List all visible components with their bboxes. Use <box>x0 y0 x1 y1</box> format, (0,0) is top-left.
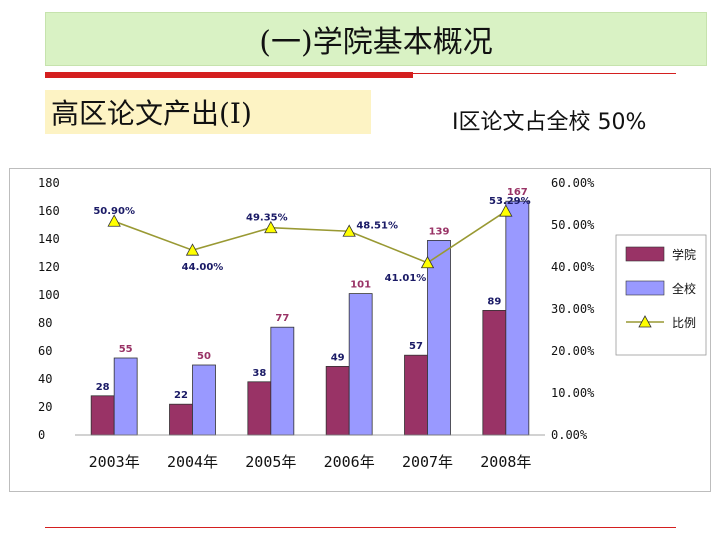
ratio-label: 48.51% <box>356 220 398 231</box>
bar-college-label: 22 <box>174 390 188 401</box>
y-tick-label: 0 <box>38 428 45 442</box>
ratio-label: 44.00% <box>182 262 224 273</box>
slide-title-banner: (一)学院基本概况 <box>45 12 707 66</box>
bar-college-label: 89 <box>487 296 501 307</box>
ratio-marker <box>185 243 200 256</box>
y-tick-label: 160 <box>38 204 60 218</box>
y-tick-label: 100 <box>38 288 60 302</box>
combo-chart: 0 20 40 60 80 100 120 140 160 180 0.00% 10.00% 20.00… <box>38 176 707 471</box>
legend-label: 学院 <box>672 247 696 262</box>
y-tick-label: 180 <box>38 176 60 190</box>
bar-college <box>404 354 428 436</box>
legend-marker <box>638 315 652 328</box>
y-tick-label: 60 <box>38 344 52 358</box>
y2-tick-label: 10.00% <box>551 386 595 400</box>
ratio-marker <box>499 204 513 217</box>
bottom-rule <box>45 527 676 528</box>
bar-school <box>192 364 216 436</box>
ratio-marker <box>107 214 121 227</box>
share-note: I区论文占全校 50% <box>452 110 647 135</box>
legend-swatch <box>625 246 665 262</box>
x-category-label: 2008年 <box>480 453 531 471</box>
ratio-label: 49.35% <box>246 213 288 224</box>
title-red-rule <box>45 72 413 78</box>
bar-school-label: 167 <box>507 187 528 198</box>
chart-frame: 0 20 40 60 80 100 120 140 160 180 0.00% 10.00% 20.00… <box>9 168 711 492</box>
ratio-label: 53.29% <box>489 196 531 207</box>
bar-college <box>90 395 115 436</box>
bar-college-label: 38 <box>252 368 266 379</box>
subtitle-banner: 高区论文产出(I) <box>45 90 371 134</box>
x-category-label: 2003年 <box>89 453 140 471</box>
y-tick-label: 20 <box>38 400 52 414</box>
y2-tick-label: 60.00% <box>551 176 595 190</box>
x-category-label: 2006年 <box>324 453 375 471</box>
ratio-marker <box>420 255 435 269</box>
bar-college-label: 28 <box>96 382 110 393</box>
bar-school-label: 55 <box>119 344 133 355</box>
ratio-line <box>113 210 507 264</box>
bar-school-label: 101 <box>350 280 371 291</box>
y2-tick-label: 0.00% <box>551 428 588 442</box>
bar-school-label: 77 <box>275 313 289 324</box>
ratio-label: 41.01% <box>385 273 427 284</box>
x-category-label: 2005年 <box>245 453 296 471</box>
y-tick-label: 80 <box>38 316 52 330</box>
ratio-label: 50.90% <box>93 206 135 217</box>
y2-tick-label: 20.00% <box>551 344 595 358</box>
bar-college <box>247 381 272 436</box>
slide-title: (一)学院基本概况 <box>259 25 493 60</box>
bar-college <box>169 403 193 436</box>
legend-label: 全校 <box>672 281 696 296</box>
ratio-marker <box>264 220 278 234</box>
bar-college <box>482 309 507 436</box>
x-category-label: 2007年 <box>402 453 453 471</box>
bar-college <box>325 365 350 436</box>
bar-school <box>113 357 138 436</box>
bar-school-label: 50 <box>197 351 211 362</box>
ratio-marker <box>342 224 356 237</box>
title-thin-rule <box>413 73 676 74</box>
x-category-label: 2004年 <box>167 453 218 471</box>
bar-college-label: 57 <box>409 341 423 352</box>
y-tick-label: 120 <box>38 260 60 274</box>
bar-school <box>505 200 530 436</box>
y2-tick-label: 40.00% <box>551 260 595 274</box>
bar-school-label: 139 <box>429 226 450 237</box>
legend-swatch <box>625 280 665 296</box>
subtitle: 高区论文产出(I) <box>51 97 252 130</box>
y2-tick-label: 50.00% <box>551 218 595 232</box>
bar-school <box>427 240 451 436</box>
y-tick-label: 140 <box>38 232 60 246</box>
y-tick-label: 40 <box>38 372 52 386</box>
bar-school <box>270 326 295 436</box>
bar-college-label: 49 <box>331 352 345 363</box>
y2-tick-label: 30.00% <box>551 302 595 316</box>
legend-label: 比例 <box>672 316 696 330</box>
bar-school <box>348 293 373 436</box>
